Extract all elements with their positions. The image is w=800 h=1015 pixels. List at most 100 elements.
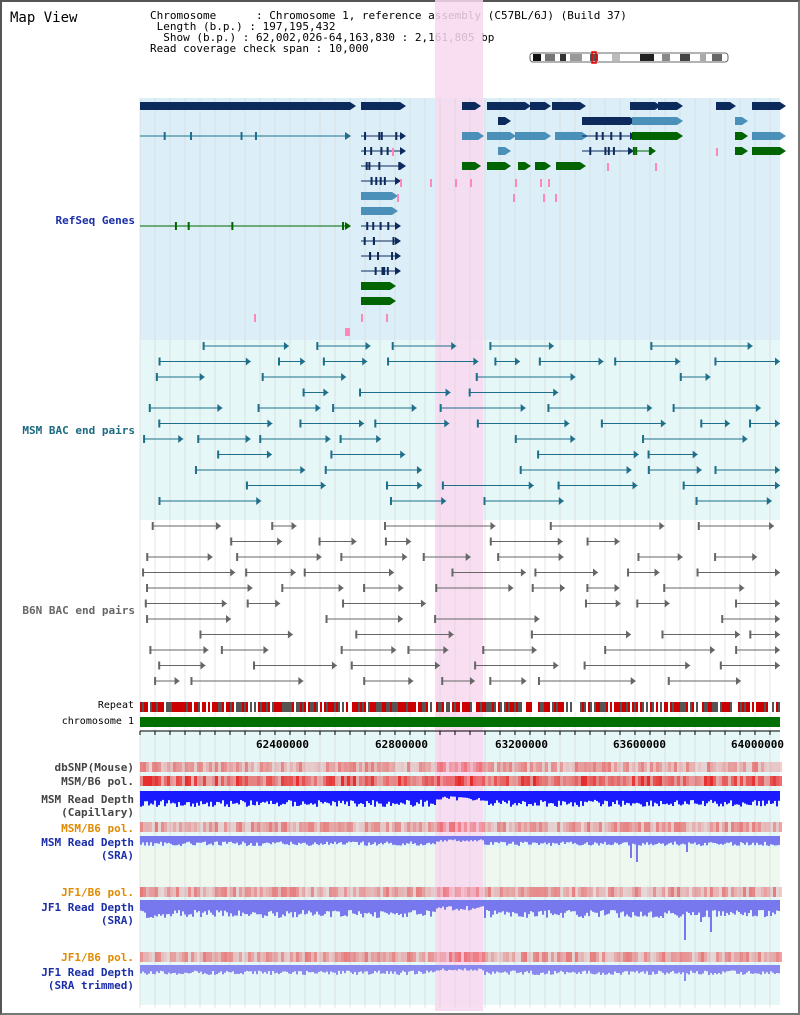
msm-depth-cap-label: MSM Read Depth (Capillary) — [41, 793, 134, 819]
read-depth-bar — [316, 965, 318, 974]
read-depth-bar — [466, 791, 468, 798]
read-depth-bar — [680, 791, 682, 806]
show-key: Show (b.p.) — [163, 31, 237, 44]
read-depth-bar — [668, 791, 670, 805]
repeat-element — [368, 702, 370, 712]
msm-bac-end-pairs[interactable] — [143, 342, 780, 505]
read-depth-bar — [380, 900, 382, 912]
msm-bac-pair-end — [570, 373, 576, 381]
repeat-element — [184, 702, 186, 712]
msm-bac-pair-end — [647, 466, 650, 474]
polymorphism-cell — [677, 952, 680, 962]
read-depth-bar — [510, 965, 512, 972]
polymorphism-cell — [311, 762, 314, 772]
read-depth-bar — [266, 836, 268, 843]
read-depth-bar — [432, 965, 434, 973]
polymorphism-cell — [284, 762, 287, 772]
msm-bac-pair-end — [322, 357, 325, 366]
read-depth-bar — [478, 965, 480, 969]
polymorphism-cell — [215, 952, 218, 962]
read-depth-bar — [164, 900, 166, 918]
polymorphism-cell — [548, 887, 551, 897]
read-depth-bar — [630, 791, 632, 806]
chromosome-ideogram[interactable] — [529, 51, 729, 64]
read-depth-tracks[interactable] — [140, 791, 780, 981]
polymorphism-cell — [527, 762, 530, 772]
polymorphism-cell — [506, 762, 509, 772]
repeat-element — [706, 702, 708, 712]
msm-bac-pair-end — [695, 497, 698, 505]
refseq-genes[interactable] — [140, 102, 786, 336]
b6n-bac-pair-end — [355, 630, 358, 639]
read-depth-bar — [496, 791, 498, 801]
axis-tick-label: 62400000 — [256, 738, 309, 751]
repeat-track[interactable] — [140, 702, 780, 712]
read-depth-bar — [456, 791, 458, 801]
msm-bac-pair-end — [647, 450, 650, 459]
read-depth-bar — [684, 965, 686, 981]
read-depth-bar — [640, 836, 642, 846]
gene-exon — [630, 102, 655, 110]
polymorphism-tracks[interactable] — [140, 762, 782, 962]
repeat-element — [496, 702, 498, 712]
msm-bac-pair-end — [468, 388, 471, 397]
read-depth-bar — [528, 791, 530, 804]
repeat-element — [544, 702, 546, 712]
polymorphism-cell — [593, 887, 596, 897]
polymorphism-cell — [170, 822, 173, 832]
read-depth-bar — [440, 900, 442, 909]
read-depth-bar — [288, 791, 290, 801]
polymorphism-cell — [473, 776, 476, 786]
read-depth-bar — [276, 836, 278, 843]
polymorphism-cell — [602, 762, 605, 772]
b6n-bac-pair-end — [775, 646, 780, 654]
read-depth-bar — [562, 900, 564, 918]
repeat-element — [446, 702, 448, 712]
polymorphism-cell — [632, 887, 635, 897]
gene-arrow — [780, 132, 786, 140]
read-depth-bar — [498, 965, 500, 973]
read-depth-bar — [418, 900, 420, 915]
polymorphism-cell — [266, 762, 269, 772]
polymorphism-cell — [608, 822, 611, 832]
polymorphism-cell — [200, 762, 203, 772]
read-depth-bar — [566, 900, 568, 911]
repeat-element — [612, 702, 614, 712]
read-depth-bar — [754, 900, 756, 916]
jf1-b6-pol-label-2: JF1/B6 pol. — [61, 951, 134, 964]
read-depth-bar — [746, 836, 748, 843]
polymorphism-cell — [311, 776, 314, 786]
repeat-element — [622, 702, 624, 712]
read-depth-bar — [314, 791, 316, 804]
polymorphism-cell — [227, 822, 230, 832]
repeat-element — [632, 702, 634, 712]
read-depth-bar — [154, 965, 156, 975]
polymorphism-cell — [587, 762, 590, 772]
read-depth-bar — [184, 965, 186, 973]
polymorphism-cell — [368, 952, 371, 962]
read-depth-bar — [562, 965, 564, 972]
read-depth-bar — [174, 900, 176, 911]
chromosome-band[interactable] — [140, 717, 780, 727]
read-depth-bar — [402, 836, 404, 844]
polymorphism-cell — [149, 887, 152, 897]
polymorphism-cell — [347, 952, 350, 962]
read-depth-bar — [238, 900, 240, 911]
read-depth-bar — [708, 965, 710, 975]
read-depth-bar — [450, 965, 452, 970]
read-depth-bar — [512, 836, 514, 842]
polymorphism-cell — [527, 887, 530, 897]
b6n-bac-pair-end — [465, 553, 471, 561]
polymorphism-cell — [668, 822, 671, 832]
read-depth-bar — [258, 836, 260, 846]
polymorphism-cell — [485, 887, 488, 897]
read-depth-bar — [614, 900, 616, 911]
b6n-bac-end-pairs[interactable] — [142, 522, 780, 685]
polymorphism-cell — [623, 952, 626, 962]
polymorphism-cell — [620, 822, 623, 832]
read-depth-bar — [248, 900, 250, 916]
repeat-element — [178, 702, 180, 712]
read-depth-bar — [754, 965, 756, 974]
b6n-bac-pair-end — [489, 677, 492, 685]
